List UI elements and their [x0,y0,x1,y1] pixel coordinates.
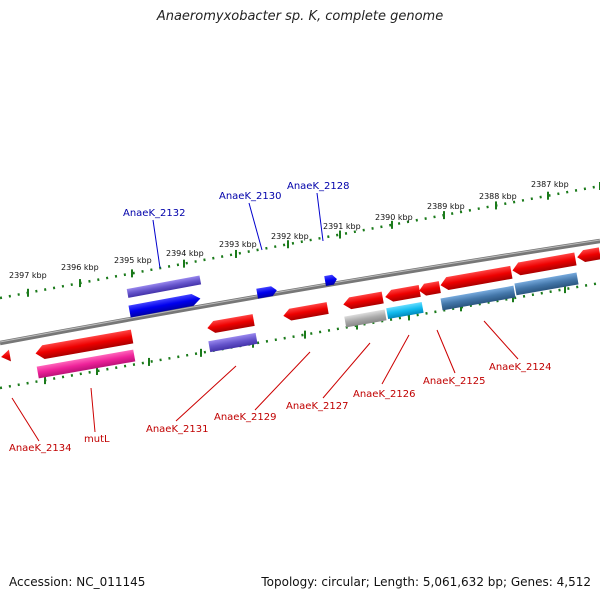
leader-anaek-2125 [436,329,456,374]
leader-anaek-2131 [175,365,237,422]
label-anaek-2130[interactable]: AnaeK_2130 [219,191,281,202]
scale-label-2390: 2390 kbp [375,213,413,222]
gene-anaek-2131[interactable] [206,314,255,334]
gene-anaek-2124-top[interactable] [439,265,513,291]
top-leader-lines [152,192,324,269]
gene-anaek-2124[interactable] [440,285,516,311]
leader-mutl [90,387,96,433]
label-anaek-2131[interactable]: AnaeK_2131 [146,424,208,435]
gene-right-steel[interactable] [514,272,579,296]
leader-anaek-2127 [322,342,371,399]
label-mutl[interactable]: mutL [84,434,110,445]
bottom-leader-lines [11,320,519,442]
leader-anaek-2134 [11,397,40,442]
gene-anaek-2128[interactable] [324,274,338,286]
leader-anaek-2129 [254,351,311,411]
gene-anaek-2132-arrow[interactable] [128,293,202,318]
genome-backbone-highlight [0,239,600,343]
leader-anaek-2126 [381,334,410,385]
scale-label-2394: 2394 kbp [166,249,204,258]
scale-label-2389: 2389 kbp [427,202,465,211]
gene-anaek-2126-top[interactable] [384,284,421,303]
leader-anaek-2128 [316,192,324,242]
gene-anaek-2129[interactable] [282,302,329,322]
gene-anaek-2127-grey[interactable] [344,309,387,328]
leader-anaek-2124 [483,320,519,360]
scale-label-2393: 2393 kbp [219,240,257,249]
accession-text: Accession: NC_011145 [9,575,146,589]
gene-anaek-2126[interactable] [386,301,424,320]
gene-anaek-2134[interactable] [0,349,11,363]
label-anaek-2128[interactable]: AnaeK_2128 [287,181,349,192]
gene-edge-red[interactable] [576,247,600,263]
scale-label-2391: 2391 kbp [323,222,361,231]
gene-mutl-top[interactable] [34,329,134,361]
scale-label-2392: 2392 kbp [271,232,309,241]
label-anaek-2127[interactable]: AnaeK_2127 [286,401,348,412]
scale-label-2395: 2395 kbp [114,256,152,265]
upper-scale-track [0,184,600,300]
scale-label-2397: 2397 kbp [9,271,47,280]
genome-backbone [0,238,600,346]
label-anaek-2132[interactable]: AnaeK_2132 [123,208,185,219]
label-anaek-2124[interactable]: AnaeK_2124 [489,362,551,373]
gene-right-red[interactable] [511,252,577,277]
scale-label-2396: 2396 kbp [61,263,99,272]
scale-label-2387: 2387 kbp [531,180,569,189]
gene-anaek-2127[interactable] [342,291,384,311]
map-title: Anaeromyxobacter sp. K, complete genome [156,9,444,24]
label-anaek-2129[interactable]: AnaeK_2129 [214,412,276,423]
leader-anaek-2130 [248,202,263,251]
label-anaek-2134[interactable]: AnaeK_2134 [9,443,71,454]
label-anaek-2125[interactable]: AnaeK_2125 [423,376,485,387]
gene-anaek-2131-lav[interactable] [208,332,258,353]
genome-summary-text: Topology: circular; Length: 5,061,632 bp… [261,575,591,589]
gene-anaek-2125[interactable] [418,281,441,296]
gene-anaek-2132-band[interactable] [126,275,202,298]
leader-anaek-2132 [152,219,161,269]
label-anaek-2126[interactable]: AnaeK_2126 [353,389,415,400]
scale-label-2388: 2388 kbp [479,192,517,201]
gene-mutl[interactable] [36,349,136,379]
gene-anaek-2130[interactable] [256,285,277,299]
